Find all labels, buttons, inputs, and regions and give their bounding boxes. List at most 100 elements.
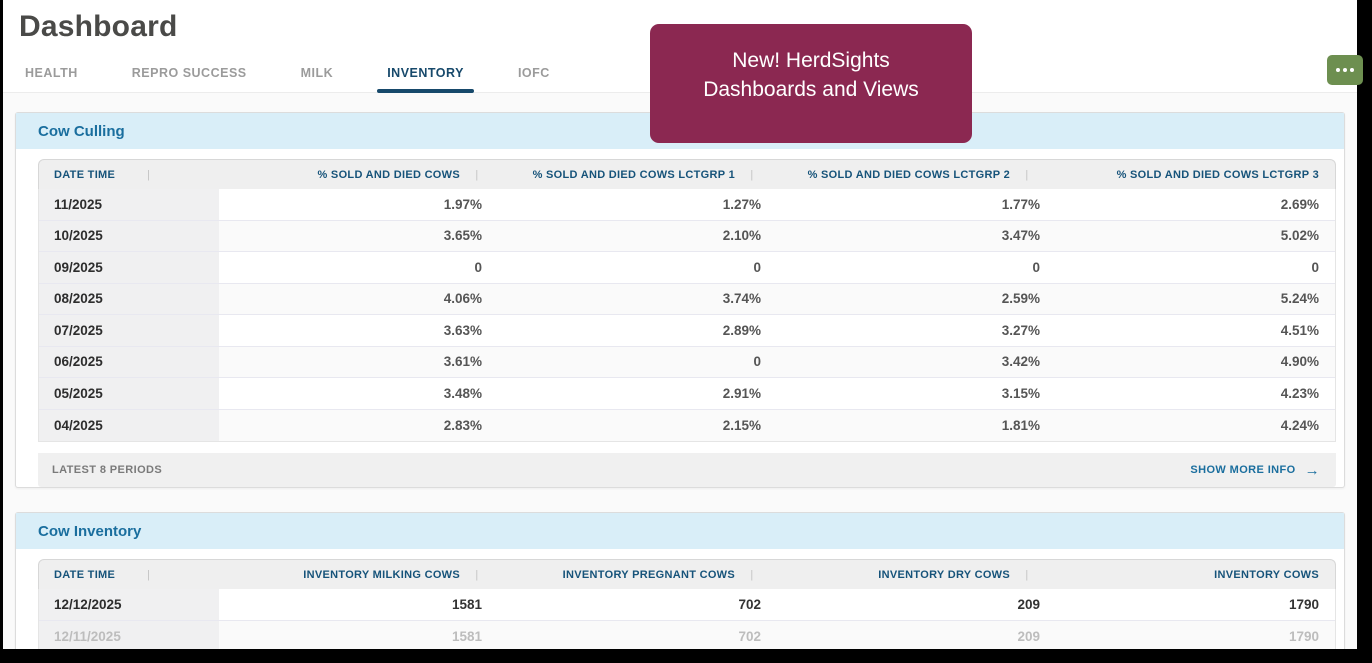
column-header-label: INVENTORY PREGNANT COWS <box>562 568 735 581</box>
column-separator: | <box>147 568 151 581</box>
column-header-label: % SOLD AND DIED COWS LCTGRP 3 <box>1116 168 1319 181</box>
cow-inventory-panel: Cow Inventory DATE TIME | INVENTORY MILKIN… <box>15 512 1345 649</box>
value-cell: 1790 <box>1288 596 1319 612</box>
value-cell: 3.47% <box>777 220 1056 251</box>
value-cell: 4.90% <box>1056 346 1335 377</box>
table-body: 11/2025 1.97% 1.27% 1.77% 2.69% 10/2025 3.65% 2… <box>38 189 1336 442</box>
value-cell: 209 <box>1017 596 1040 612</box>
column-header: DATE TIME | <box>39 569 219 581</box>
column-header: INVENTORY DRY COWS | <box>769 569 1044 581</box>
date-cell: 06/2025 <box>39 346 219 377</box>
column-separator: | <box>750 168 754 181</box>
callout-line-1: New! HerdSights <box>732 49 890 72</box>
value-cell: 0 <box>1311 259 1319 275</box>
column-header-label: % SOLD AND DIED COWS LCTGRP 2 <box>807 168 1010 181</box>
date-cell: 10/2025 <box>39 220 219 251</box>
panel-body: DATE TIME | INVENTORY MILKING COWS | INVENTO… <box>16 549 1344 649</box>
column-separator: | <box>750 568 754 581</box>
dashboard-content: Cow Culling DATE TIME |% SOLD AND DIED CO… <box>3 93 1357 649</box>
value-cell: 702 <box>738 596 761 612</box>
date-cell: 12/12/2025 <box>39 589 219 620</box>
date-cell: 05/2025 <box>39 378 219 409</box>
value-cell: 4.06% <box>219 283 498 314</box>
value-cell: 1.77% <box>1001 196 1040 212</box>
panel-body: DATE TIME |% SOLD AND DIED COWS |% SOLD AN… <box>16 149 1344 487</box>
value-cell: 4.24% <box>1056 409 1335 441</box>
value-cell: 3.61% <box>219 346 498 377</box>
table-row: 12/12/2025 1581 702 209 1790 <box>39 589 1335 621</box>
value-cell: 1.97% <box>443 196 482 212</box>
value-cell: 5.24% <box>1056 283 1335 314</box>
table-header-row: DATE TIME |% SOLD AND DIED COWS |% SOLD AN… <box>38 159 1336 189</box>
more-options-button[interactable] <box>1327 55 1363 85</box>
value-cell: 3.63% <box>443 322 482 338</box>
panel-footer: LATEST 8 PERIODS SHOW MORE INFO → <box>38 453 1336 487</box>
table-row: 05/2025 3.48% 2.91% 3.15% 4.23% <box>39 378 1335 410</box>
column-header: INVENTORY PREGNANT COWS | <box>494 569 769 581</box>
value-cell: 0 <box>1032 259 1040 275</box>
value-cell: 2.69% <box>1280 196 1319 212</box>
date-cell: 04/2025 <box>39 409 219 441</box>
column-separator: | <box>475 168 479 181</box>
value-cell: 2.91% <box>722 385 761 401</box>
app-window: Dashboard HEALTH REPRO SUCCESS MILK INVENTO… <box>3 0 1357 649</box>
value-cell: 1.27% <box>722 196 761 212</box>
periods-label: LATEST 8 PERIODS <box>52 464 163 476</box>
value-cell: 2.15% <box>498 409 777 441</box>
table-row: 10/2025 3.65% 2.10% 3.47% 5.02% <box>39 220 1335 252</box>
value-cell: 3.65% <box>219 220 498 251</box>
column-separator: | <box>1025 568 1029 581</box>
value-cell: 702 <box>498 620 777 649</box>
value-cell: 3.27% <box>1001 322 1040 338</box>
tab-repro-success[interactable]: REPRO SUCCESS <box>131 66 247 80</box>
panel-title: Cow Inventory <box>16 513 1344 549</box>
herdsights-announcement-callout: New! HerdSights Dashboards and Views <box>650 24 972 143</box>
date-cell: 07/2025 <box>39 315 219 346</box>
column-header: % SOLD AND DIED COWS LCTGRP 3 <box>1044 169 1335 181</box>
column-header-label: % SOLD AND DIED COWS <box>317 168 460 181</box>
value-cell: 2.83% <box>219 409 498 441</box>
table-row: 06/2025 3.61% 0 3.42% 4.90% <box>39 346 1335 378</box>
column-separator: | <box>1025 168 1029 181</box>
tab-milk[interactable]: MILK <box>300 66 334 80</box>
column-header-label: INVENTORY DRY COWS <box>878 568 1010 581</box>
value-cell: 5.02% <box>1056 220 1335 251</box>
value-cell: 3.74% <box>498 283 777 314</box>
ellipsis-icon <box>1350 68 1354 72</box>
ellipsis-icon <box>1343 68 1347 72</box>
value-cell: 1581 <box>219 620 498 649</box>
column-header-label: % SOLD AND DIED COWS LCTGRP 1 <box>532 168 735 181</box>
date-cell: 11/2025 <box>39 189 219 220</box>
date-cell: 08/2025 <box>39 283 219 314</box>
callout-line-2: Dashboards and Views <box>703 78 919 102</box>
value-cell: 4.51% <box>1280 322 1319 338</box>
tab-health[interactable]: HEALTH <box>25 66 78 80</box>
table-row: 08/2025 4.06% 3.74% 2.59% 5.24% <box>39 283 1335 315</box>
column-separator: | <box>475 568 479 581</box>
column-header: INVENTORY MILKING COWS | <box>219 569 494 581</box>
table-header-row: DATE TIME | INVENTORY MILKING COWS | INVENTO… <box>38 559 1336 589</box>
value-cell: 0 <box>498 346 777 377</box>
value-cell: 1.81% <box>777 409 1056 441</box>
table-row: 12/11/2025 1581 702 209 1790 <box>39 620 1335 649</box>
tab-bar: HEALTH REPRO SUCCESS MILK INVENTORY IOFC <box>19 60 1357 93</box>
column-header: % SOLD AND DIED COWS LCTGRP 1 | <box>494 169 769 181</box>
date-cell: 12/11/2025 <box>39 620 219 649</box>
column-header-label: DATE TIME <box>54 568 116 581</box>
ellipsis-icon <box>1336 68 1340 72</box>
table-body: 12/12/2025 1581 702 209 1790 12/11/2025 1581 70… <box>38 589 1336 649</box>
value-cell: 3.42% <box>777 346 1056 377</box>
cow-culling-panel: Cow Culling DATE TIME |% SOLD AND DIED CO… <box>15 112 1345 488</box>
show-more-info-link[interactable]: SHOW MORE INFO → <box>1190 463 1320 478</box>
value-cell: 2.10% <box>498 220 777 251</box>
table-row: 07/2025 3.63% 2.89% 3.27% 4.51% <box>39 315 1335 347</box>
value-cell: 4.23% <box>1280 385 1319 401</box>
tab-iofc[interactable]: IOFC <box>517 66 550 80</box>
column-header-label: INVENTORY MILKING COWS <box>303 568 460 581</box>
column-header: % SOLD AND DIED COWS | <box>219 169 494 181</box>
tab-inventory[interactable]: INVENTORY <box>377 60 474 93</box>
table-row: 09/2025 0 0 0 0 <box>39 252 1335 284</box>
value-cell: 3.48% <box>443 385 482 401</box>
value-cell: 3.15% <box>1001 385 1040 401</box>
table-row: 04/2025 2.83% 2.15% 1.81% 4.24% <box>39 409 1335 441</box>
